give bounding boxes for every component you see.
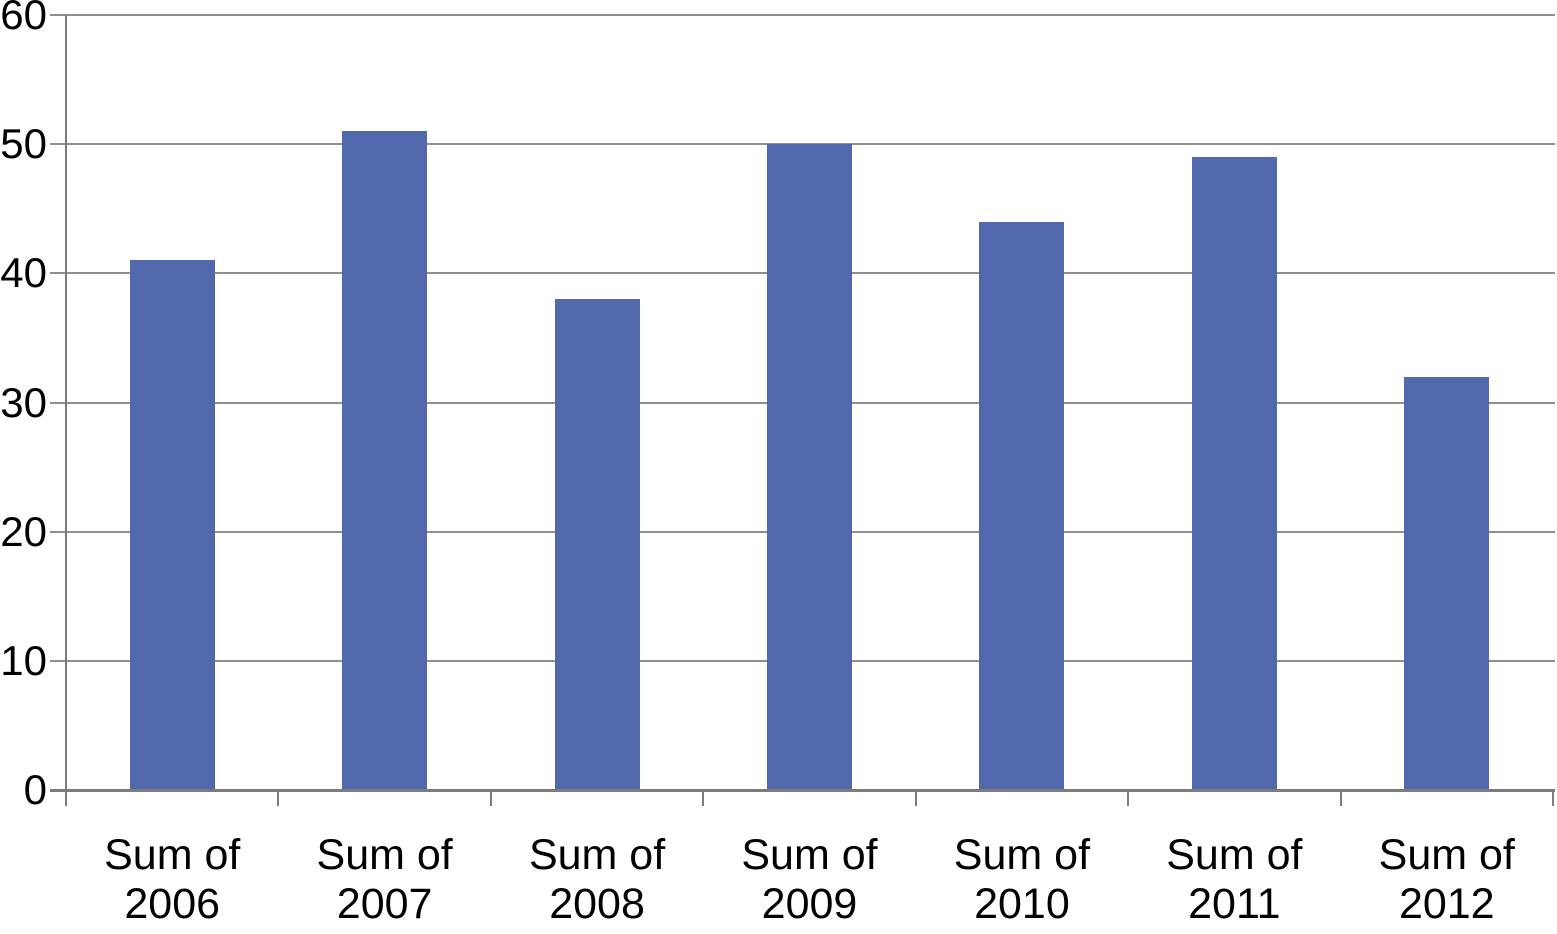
x-axis-category-label-line: 2011 — [1188, 880, 1281, 928]
bar-2006 — [129, 260, 215, 790]
x-axis-category-label: Sum of 2012 — [1341, 831, 1553, 929]
x-axis-tick — [914, 790, 917, 806]
x-axis-tick — [277, 790, 280, 806]
x-axis-category-label-line: 2007 — [336, 880, 433, 928]
x-axis-tick — [1339, 790, 1342, 806]
x-axis-category-label-line: Sum of — [1166, 831, 1303, 879]
bar-2012 — [1404, 376, 1490, 790]
y-axis-line — [65, 15, 67, 806]
x-axis-category-label: Sum of 2007 — [278, 831, 490, 929]
x-axis-category-label: Sum of 2008 — [491, 831, 703, 929]
bar-2009 — [767, 144, 852, 790]
x-axis-category-label-line: 2008 — [549, 880, 645, 928]
bar-2010 — [979, 221, 1065, 790]
x-axis-tick — [702, 790, 705, 806]
bar-2007 — [342, 131, 428, 790]
x-axis-category-label-line: 2006 — [124, 880, 221, 928]
bar-2008 — [554, 299, 640, 790]
x-axis-tick — [1127, 790, 1130, 806]
y-axis-tick-label: 40 — [0, 249, 47, 297]
y-axis-tick-label: 30 — [0, 378, 47, 426]
x-axis-category-label-line: 2009 — [761, 880, 858, 928]
x-axis-category-label: Sum of 2006 — [66, 831, 278, 929]
x-axis-category-label-line: Sum of — [316, 831, 453, 879]
x-axis-category-label: Sum of 2010 — [916, 831, 1128, 929]
x-axis-category-label-line: 2010 — [974, 880, 1070, 928]
x-axis-category-label-line: Sum of — [528, 831, 666, 879]
y-axis-tick-label: 50 — [0, 120, 47, 168]
x-axis-tick — [65, 790, 67, 806]
y-axis-tick-label: 60 — [0, 0, 47, 38]
x-axis-category-label-line: Sum of — [104, 831, 241, 879]
gridline — [50, 14, 1555, 16]
x-axis-tick — [1552, 790, 1554, 806]
x-axis-category-label: Sum of 2009 — [703, 831, 915, 929]
x-axis-line — [50, 789, 1555, 792]
x-axis-category-label-line: 2012 — [1398, 880, 1495, 928]
y-axis-tick-label: 0 — [23, 766, 47, 813]
y-axis-tick-label: 10 — [0, 636, 47, 684]
y-axis-tick-label: 20 — [0, 507, 47, 555]
x-axis-category-label-line: Sum of — [953, 831, 1091, 879]
x-axis-category-label-line: Sum of — [1378, 831, 1515, 879]
x-axis-tick — [489, 790, 492, 806]
x-axis-category-label-line: Sum of — [741, 831, 878, 879]
bar-2011 — [1191, 157, 1277, 790]
x-axis-category-label: Sum of 2011 — [1128, 831, 1340, 929]
